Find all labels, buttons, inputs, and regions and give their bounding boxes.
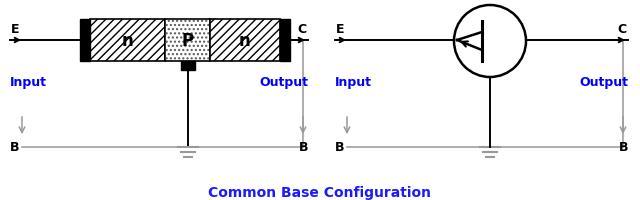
Text: B: B: [618, 141, 628, 154]
Text: B: B: [10, 141, 19, 154]
Bar: [90, 20, 165, 62]
Bar: [165, 20, 210, 62]
Text: E: E: [336, 23, 344, 36]
Bar: [180, 62, 195, 71]
Text: C: C: [298, 23, 307, 36]
Bar: [280, 20, 290, 62]
Text: Output: Output: [579, 76, 628, 89]
Bar: [165, 20, 210, 62]
Text: Output: Output: [259, 76, 308, 89]
Text: B: B: [335, 141, 344, 154]
Text: P: P: [181, 32, 193, 50]
Text: B: B: [298, 141, 308, 154]
Text: n: n: [239, 32, 251, 50]
Bar: [80, 20, 90, 62]
Text: Input: Input: [10, 76, 47, 89]
Text: n: n: [122, 32, 133, 50]
Text: Common Base Configuration: Common Base Configuration: [209, 185, 431, 199]
Circle shape: [454, 6, 526, 78]
Bar: [210, 20, 280, 62]
Bar: [210, 20, 280, 62]
Text: E: E: [11, 23, 19, 36]
Bar: [90, 20, 165, 62]
Text: Input: Input: [335, 76, 372, 89]
Text: C: C: [618, 23, 627, 36]
